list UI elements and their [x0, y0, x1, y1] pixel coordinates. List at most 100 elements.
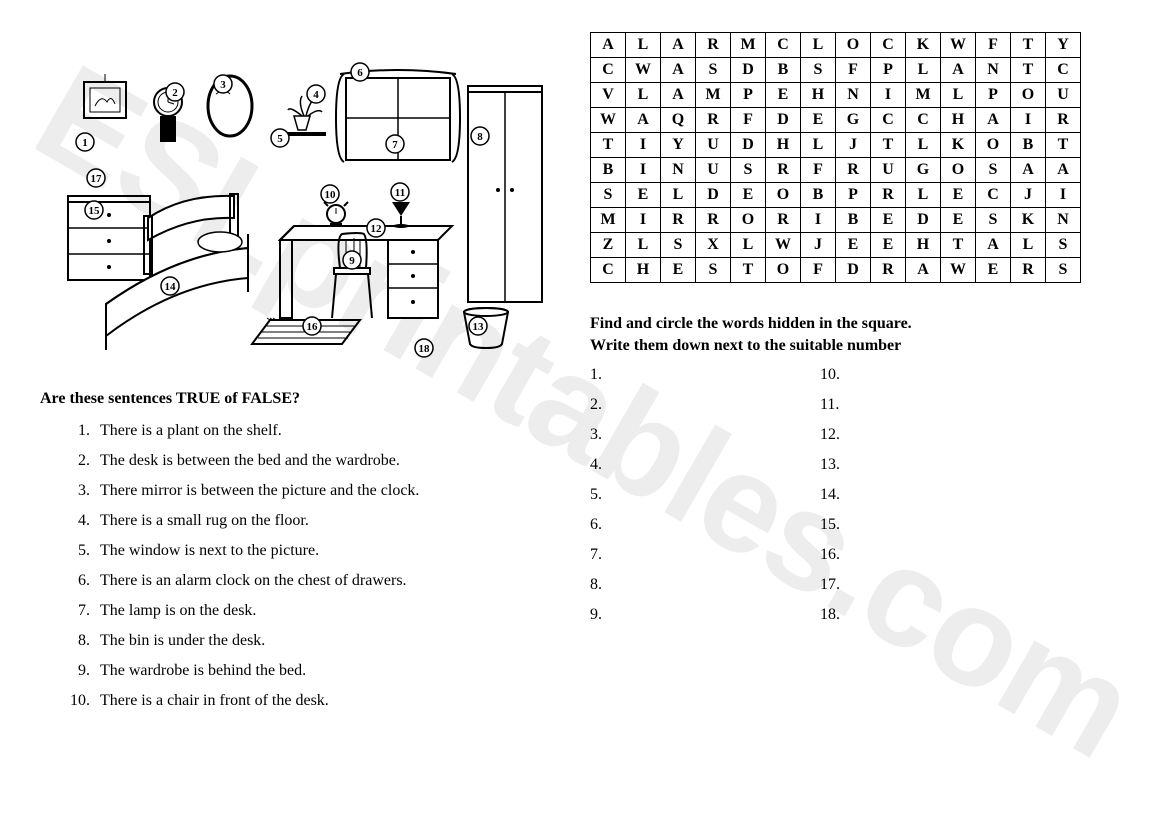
wordsearch-row: ZLSXLWJEEHTALS [591, 233, 1081, 258]
wordsearch-cell: R [696, 33, 731, 58]
wordsearch-cell: L [906, 58, 941, 83]
wordsearch-cell: A [1046, 158, 1081, 183]
wordsearch-cell: Q [661, 108, 696, 133]
wordsearch-cell: L [801, 133, 836, 158]
wordsearch-cell: D [766, 108, 801, 133]
wordsearch-row: TIYUDHLJTLKOBT [591, 133, 1081, 158]
room-label-number: 18 [419, 343, 431, 355]
wordsearch-cell: E [766, 83, 801, 108]
room-label-number: 5 [277, 133, 283, 145]
wordsearch-grid: ALARMCLOCKWFTYCWASDBSFPLANTCVLAMPEHNIMLP… [590, 32, 1081, 283]
wordsearch-cell: F [976, 33, 1011, 58]
wordsearch-cell: T [591, 133, 626, 158]
wordsearch-cell: E [871, 208, 906, 233]
wordsearch-cell: S [591, 183, 626, 208]
wordsearch-cell: A [591, 33, 626, 58]
room-label-number: 9 [349, 255, 355, 267]
wordsearch-cell: P [871, 58, 906, 83]
wordsearch-cell: S [661, 233, 696, 258]
wordsearch-cell: R [661, 208, 696, 233]
tf-item: The window is next to the picture. [94, 542, 560, 560]
wordsearch-cell: S [801, 58, 836, 83]
answer-line: 12. [820, 426, 1050, 444]
tf-item: The wardrobe is behind the bed. [94, 662, 560, 680]
wordsearch-cell: C [1046, 58, 1081, 83]
true-false-list: There is a plant on the shelf. The desk i… [40, 422, 560, 710]
wordsearch-cell: I [871, 83, 906, 108]
wordsearch-cell: F [836, 58, 871, 83]
wordsearch-cell: I [626, 133, 661, 158]
wordsearch-cell: W [626, 58, 661, 83]
wordsearch-cell: T [871, 133, 906, 158]
answer-line: 13. [820, 456, 1050, 474]
room-svg: 123456789101112131415161718 [40, 30, 550, 370]
wordsearch-row: BINUSRFRUGOSAA [591, 158, 1081, 183]
wordsearch-cell: N [1046, 208, 1081, 233]
wordsearch-row: MIRRORIBEDESKN [591, 208, 1081, 233]
wordsearch-row: WAQRFDEGCCHAIR [591, 108, 1081, 133]
left-column: 123456789101112131415161718 Are these se… [40, 30, 560, 722]
wordsearch-cell: I [1046, 183, 1081, 208]
room-label-number: 6 [357, 67, 363, 79]
room-label-number: 15 [89, 205, 101, 217]
wordsearch-cell: M [696, 83, 731, 108]
wordsearch-cell: U [1046, 83, 1081, 108]
tf-item: There is a plant on the shelf. [94, 422, 560, 440]
wordsearch-cell: H [906, 233, 941, 258]
wordsearch-cell: R [766, 208, 801, 233]
wordsearch-cell: U [696, 158, 731, 183]
wordsearch-cell: A [626, 108, 661, 133]
wordsearch-cell: H [941, 108, 976, 133]
wordsearch-cell: L [1011, 233, 1046, 258]
wordsearch-cell: S [1046, 233, 1081, 258]
wordsearch-cell: L [661, 183, 696, 208]
wordsearch-cell: P [976, 83, 1011, 108]
findwords-instructions: Find and circle the words hidden in the … [590, 313, 1129, 358]
tf-item: There mirror is between the picture and … [94, 482, 560, 500]
wordsearch-cell: F [801, 158, 836, 183]
wordsearch-cell: M [906, 83, 941, 108]
room-label-number: 1 [82, 137, 88, 149]
wordsearch-cell: B [766, 58, 801, 83]
tf-item: There is an alarm clock on the chest of … [94, 572, 560, 590]
wordsearch-row: CWASDBSFPLANTC [591, 58, 1081, 83]
wordsearch-cell: T [1011, 33, 1046, 58]
wordsearch-cell: T [941, 233, 976, 258]
wordsearch-cell: F [801, 258, 836, 283]
wordsearch-cell: N [661, 158, 696, 183]
wordsearch-cell: E [836, 233, 871, 258]
wordsearch-cell: I [1011, 108, 1046, 133]
room-label-number: 14 [165, 281, 177, 293]
room-label-number: 2 [172, 87, 178, 99]
wordsearch-cell: G [906, 158, 941, 183]
wordsearch-cell: U [871, 158, 906, 183]
wordsearch-cell: K [941, 133, 976, 158]
wordsearch-row: ALARMCLOCKWFTY [591, 33, 1081, 58]
wordsearch-cell: A [1011, 158, 1046, 183]
wordsearch-cell: L [906, 133, 941, 158]
wordsearch-cell: V [591, 83, 626, 108]
wordsearch-cell: O [976, 133, 1011, 158]
wordsearch-cell: R [871, 183, 906, 208]
answer-col-right: 10.11.12.13.14.15.16.17.18. [820, 366, 1050, 636]
wordsearch-cell: K [1011, 208, 1046, 233]
tf-item: The desk is between the bed and the ward… [94, 452, 560, 470]
wordsearch-cell: E [731, 183, 766, 208]
wordsearch-cell: L [731, 233, 766, 258]
answer-line: 1. [590, 366, 820, 384]
wordsearch-cell: F [731, 108, 766, 133]
wordsearch-cell: D [731, 133, 766, 158]
wordsearch-cell: K [906, 33, 941, 58]
wordsearch-cell: L [626, 33, 661, 58]
wordsearch-cell: S [976, 208, 1011, 233]
wordsearch-cell: G [836, 108, 871, 133]
answer-line: 3. [590, 426, 820, 444]
wordsearch-cell: T [731, 258, 766, 283]
answer-line: 18. [820, 606, 1050, 624]
wordsearch-cell: H [801, 83, 836, 108]
instruction-line-1: Find and circle the words hidden in the … [590, 315, 912, 332]
room-label-number: 8 [477, 131, 483, 143]
wordsearch-cell: R [696, 208, 731, 233]
wordsearch-cell: Z [591, 233, 626, 258]
wordsearch-cell: W [591, 108, 626, 133]
